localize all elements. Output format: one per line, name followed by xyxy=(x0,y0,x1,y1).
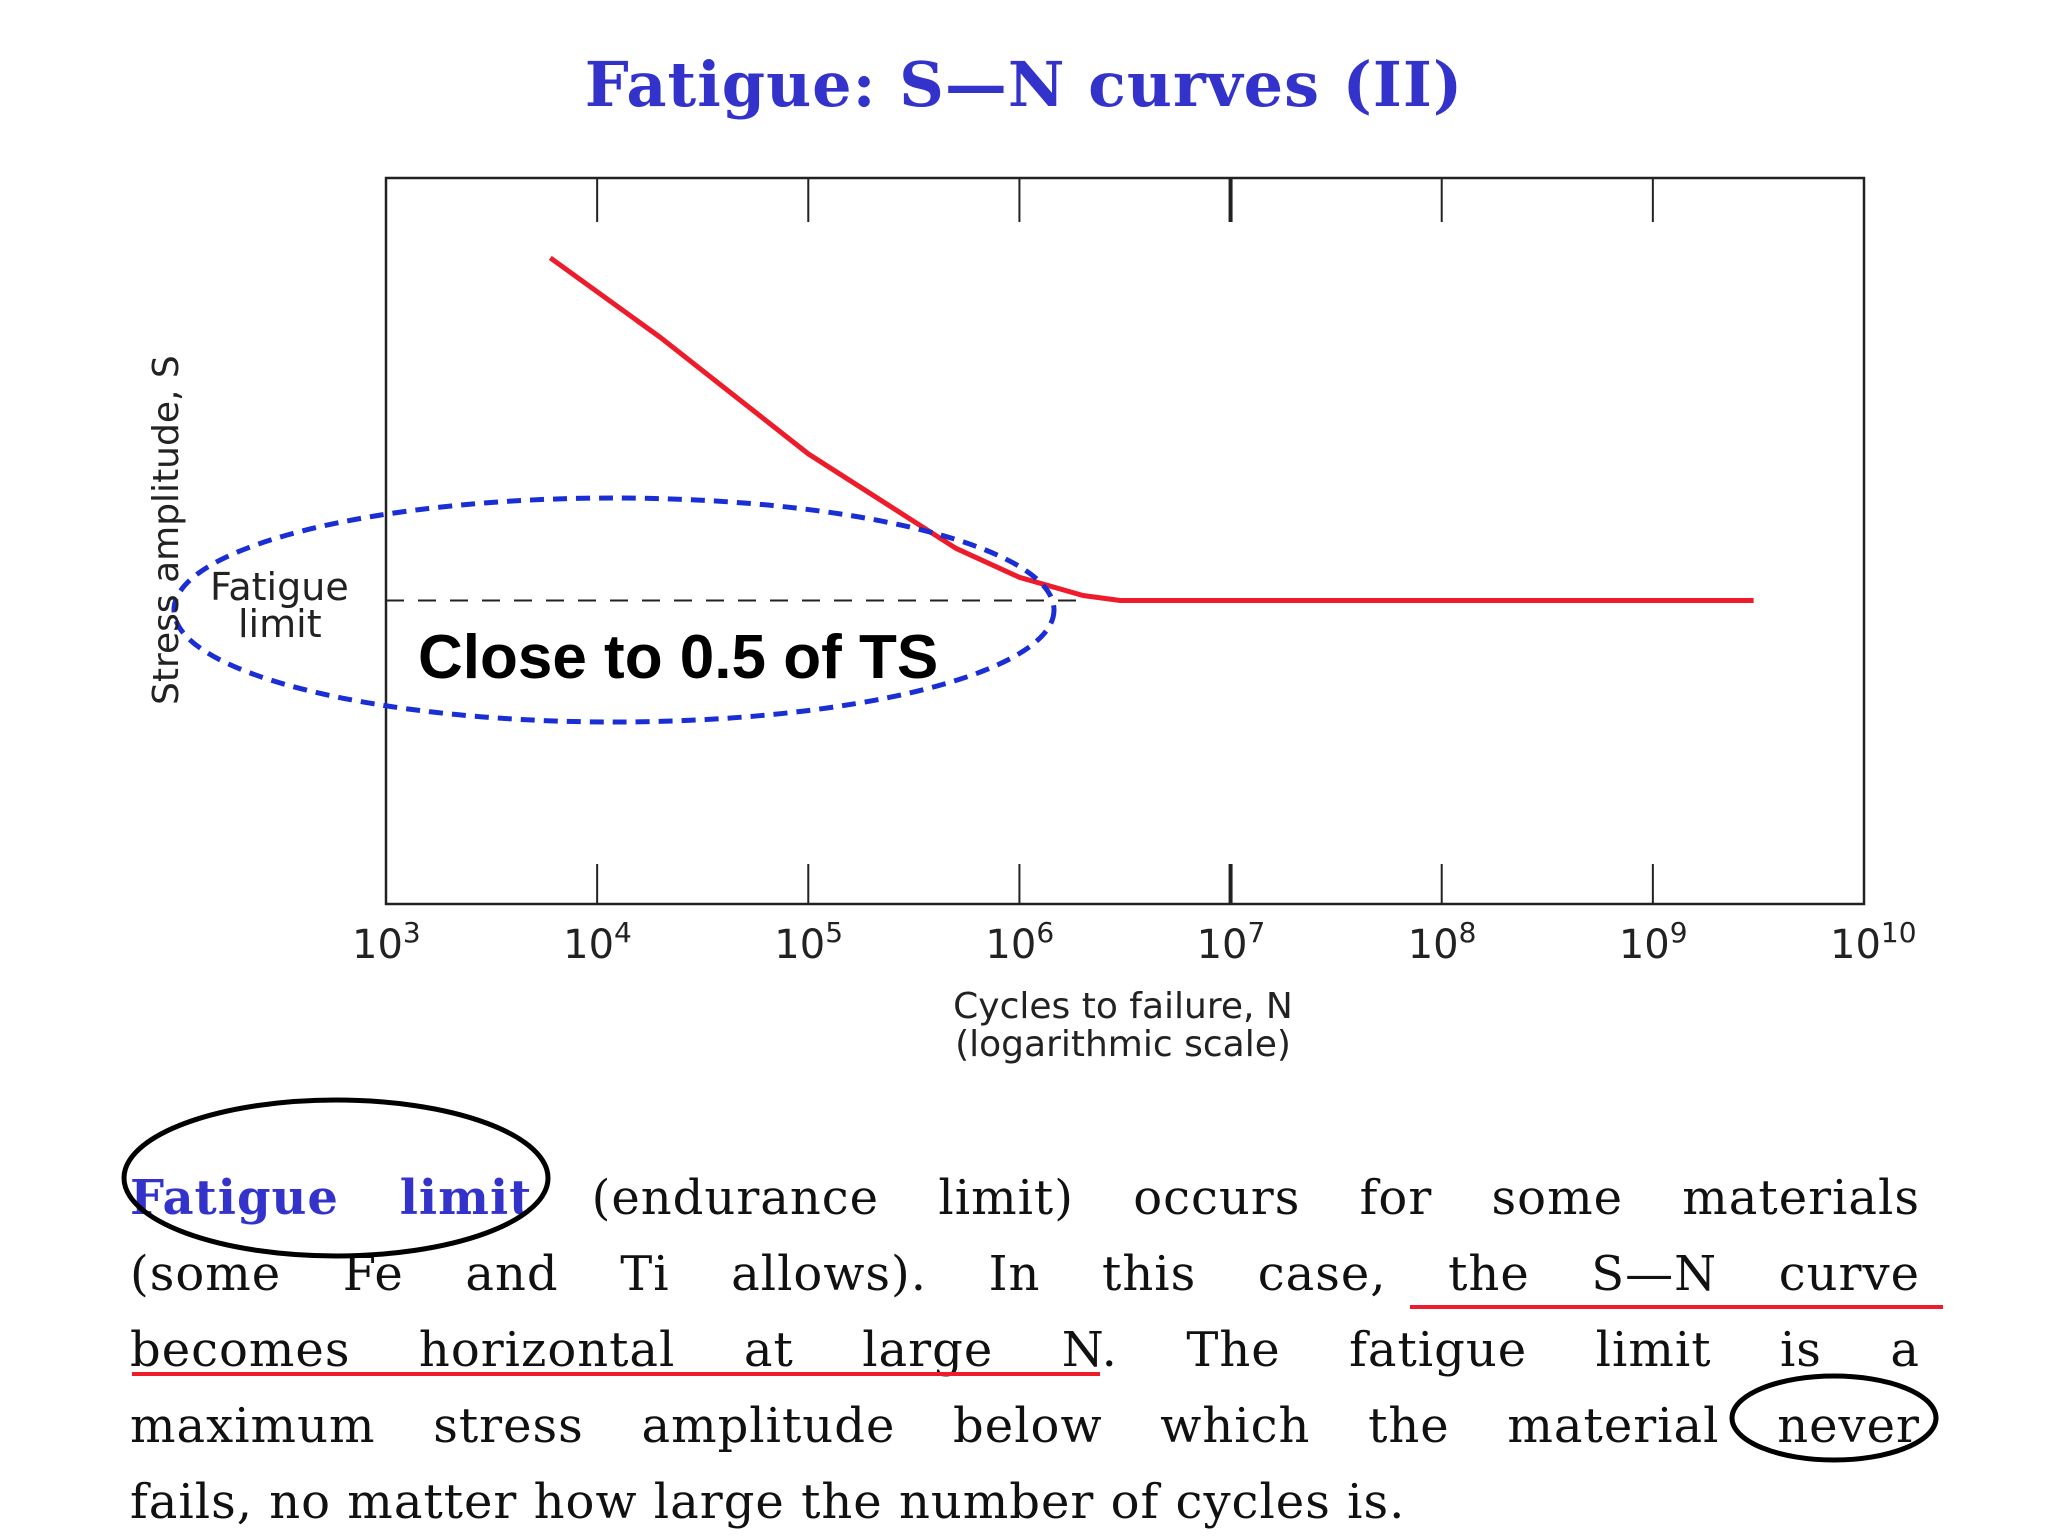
x-tick-label: 106 xyxy=(985,916,1054,968)
sn-curve-line xyxy=(548,255,1754,603)
plot-frame xyxy=(384,176,1866,906)
fatigue-limit-term: Fatigue limit xyxy=(130,1170,533,1226)
callout-close-to-ts: Close to 0.5 of TS xyxy=(418,623,938,692)
x-tick-label: 105 xyxy=(774,916,843,968)
top-ticks xyxy=(596,178,1654,222)
fatigue-limit-label-2: limit xyxy=(238,602,322,646)
body-line-1-text: (endurance limit) occurs for some materi… xyxy=(532,1170,1920,1226)
x-tick-label: 107 xyxy=(1197,916,1266,968)
x-tick-label: 103 xyxy=(352,916,421,968)
body-line-5: fails, no matter how large the number of… xyxy=(130,1474,1406,1530)
body-line-1: Fatigue limit (endurance limit) occurs f… xyxy=(130,1160,1920,1236)
x-axis-label-2: (logarithmic scale) xyxy=(955,1024,1291,1065)
y-axis-label: Stress amplitude, S xyxy=(146,355,187,705)
bottom-ticks xyxy=(596,864,1654,904)
body-line-3: becomes horizontal at large N. The fatig… xyxy=(130,1322,1920,1378)
fatigue-limit-label-1: Fatigue xyxy=(210,565,349,609)
x-tick-labels: 103 104 105 106 107 108 109 1010 xyxy=(352,916,1917,968)
slide-title: Fatigue: S—N curves (II) xyxy=(584,48,1464,121)
x-tick-label: 109 xyxy=(1619,916,1688,968)
body-line-2: (some Fe and Ti allows). In this case, t… xyxy=(130,1246,1920,1302)
x-tick-label: 108 xyxy=(1408,916,1477,968)
body-paragraph: Fatigue limit (endurance limit) occurs f… xyxy=(130,1160,1920,1540)
x-tick-label: 1010 xyxy=(1830,916,1917,968)
fatigue-limit-highlight-ellipse xyxy=(171,495,1057,725)
body-line-4: maximum stress amplitude below which the… xyxy=(130,1398,1920,1454)
x-tick-label: 104 xyxy=(563,916,632,968)
x-axis-label-1: Cycles to failure, N xyxy=(953,986,1293,1027)
